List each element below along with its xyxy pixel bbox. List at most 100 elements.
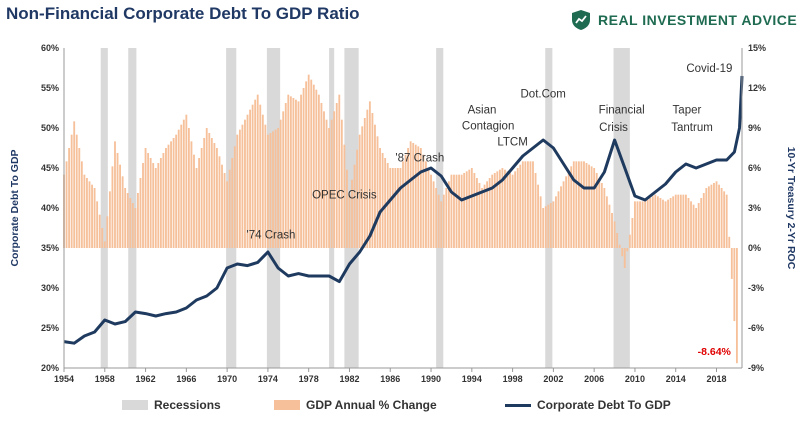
gdp-bar [216, 148, 218, 248]
gdp-bar [78, 148, 81, 248]
y-right-tick-label: -3% [748, 283, 764, 293]
x-tick-label: 1958 [95, 374, 115, 384]
gdp-bar [710, 184, 713, 248]
gdp-bar [157, 163, 160, 248]
gdp-bar [608, 204, 611, 248]
gdp-bar [432, 181, 435, 248]
gdp-bar [493, 173, 496, 248]
gdp-bar [101, 228, 104, 248]
gdp-bar [193, 154, 195, 248]
gdp-bar [588, 164, 590, 248]
chart-annotation: OPEC Crisis [312, 189, 377, 201]
x-tick-label: 2018 [706, 374, 726, 384]
gdp-bar [570, 166, 573, 248]
chart-annotation: Dot.Com [521, 89, 566, 101]
gdp-bar [371, 113, 374, 248]
y-left-tick-label: 55% [41, 83, 59, 93]
legend-swatch-debt [505, 403, 531, 407]
gdp-bar [195, 168, 198, 248]
gdp-bar [664, 201, 667, 248]
gdp-bar [547, 204, 550, 248]
gdp-bar [498, 169, 501, 248]
gdp-bar [233, 146, 236, 248]
gdp-bar [305, 81, 308, 248]
gdp-bar [384, 158, 387, 248]
legend-item-debt: Corporate Debt To GDP [505, 398, 671, 412]
legend-label-recessions: Recessions [154, 398, 221, 412]
gdp-bar [639, 201, 641, 248]
gdp-bar [351, 179, 353, 248]
gdp-bar [468, 169, 471, 248]
y-left-tick-label: 25% [41, 323, 59, 333]
x-tick-label: 1994 [462, 374, 482, 384]
gdp-bar [407, 148, 410, 248]
gdp-bar [713, 183, 715, 248]
gdp-bar [685, 194, 687, 248]
gdp-bar [374, 124, 376, 248]
gdp-bar [134, 208, 137, 248]
gdp-bar [409, 141, 412, 248]
gdp-bar [641, 201, 644, 248]
gdp-bar [223, 173, 226, 248]
gdp-bar [93, 188, 96, 248]
gdp-bar [463, 173, 466, 248]
gdp-bar [154, 168, 157, 248]
gdp-bar [124, 188, 127, 248]
gdp-bar [735, 248, 738, 364]
gdp-bar [473, 173, 476, 248]
y-right-tick-label: 9% [748, 123, 761, 133]
gdp-bar [481, 188, 483, 248]
gdp-bar [317, 94, 320, 249]
gdp-bar [552, 201, 555, 248]
x-tick-label: 2014 [666, 374, 686, 384]
gdp-bar [379, 148, 381, 248]
gdp-bar [529, 161, 532, 248]
y-left-tick-label: 30% [41, 283, 59, 293]
gdp-bar [623, 248, 626, 268]
recession-band [613, 48, 630, 368]
y-left-tick-label: 45% [41, 163, 59, 173]
gdp-bar [679, 194, 682, 248]
gdp-bar [516, 168, 519, 248]
gdp-bar [261, 114, 264, 249]
gdp-bar [730, 248, 733, 279]
gdp-bar [560, 186, 562, 248]
gdp-bar [453, 174, 455, 248]
gdp-bar [185, 114, 188, 249]
chart-annotation: Tantrum [671, 122, 713, 134]
gdp-value-label: -8.64% [698, 346, 732, 358]
gdp-bar [272, 131, 274, 248]
x-tick-label: 1978 [299, 374, 319, 384]
y-left-tick-label: 40% [41, 203, 59, 213]
gdp-bar [595, 173, 598, 248]
gdp-bar [368, 101, 371, 248]
gdp-bar [254, 99, 257, 249]
gdp-bar [475, 178, 478, 248]
legend-swatch-gdp [274, 400, 300, 410]
gdp-bar [323, 111, 325, 248]
gdp-bar [381, 153, 384, 248]
x-tick-label: 2002 [543, 374, 563, 384]
gdp-bar [180, 124, 183, 248]
gdp-bar [221, 164, 223, 248]
y-right-axis-title: 10-Yr Treasury 2-Yr ROC [785, 147, 797, 270]
gdp-bar [103, 241, 106, 248]
gdp-bar [562, 181, 565, 248]
gdp-bar [346, 169, 348, 248]
gdp-bar [335, 103, 338, 248]
y-right-tick-label: -6% [748, 323, 764, 333]
gdp-bar [292, 98, 295, 248]
gdp-bar [524, 161, 527, 248]
y-right-tick-label: -9% [748, 363, 764, 373]
legend-label-gdp: GDP Annual % Change [306, 398, 437, 412]
recession-band [226, 48, 237, 368]
gdp-bar [509, 173, 511, 248]
gdp-bar [282, 111, 285, 248]
chart-annotation: Crisis [599, 122, 628, 134]
legend-item-gdp: GDP Annual % Change [274, 398, 437, 412]
gdp-bar [68, 148, 71, 248]
gdp-bar [126, 193, 129, 248]
gdp-bar [539, 196, 542, 248]
gdp-bar [534, 173, 537, 248]
gdp-bar [198, 158, 201, 248]
